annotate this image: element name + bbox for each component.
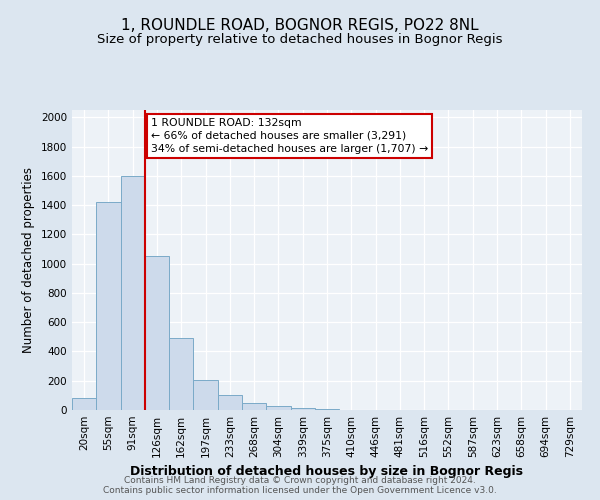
Text: Size of property relative to detached houses in Bognor Regis: Size of property relative to detached ho… <box>97 32 503 46</box>
Text: 1 ROUNDLE ROAD: 132sqm
← 66% of detached houses are smaller (3,291)
34% of semi-: 1 ROUNDLE ROAD: 132sqm ← 66% of detached… <box>151 118 428 154</box>
Text: 1, ROUNDLE ROAD, BOGNOR REGIS, PO22 8NL: 1, ROUNDLE ROAD, BOGNOR REGIS, PO22 8NL <box>121 18 479 32</box>
Bar <box>290 408 315 410</box>
Bar <box>121 176 145 410</box>
Bar <box>242 404 266 410</box>
Bar <box>72 398 96 410</box>
Bar <box>266 406 290 410</box>
Bar <box>193 380 218 410</box>
Text: Contains HM Land Registry data © Crown copyright and database right 2024.
Contai: Contains HM Land Registry data © Crown c… <box>103 476 497 495</box>
Bar <box>315 408 339 410</box>
Bar <box>96 202 121 410</box>
Bar <box>169 338 193 410</box>
Bar <box>145 256 169 410</box>
Bar <box>218 394 242 410</box>
X-axis label: Distribution of detached houses by size in Bognor Regis: Distribution of detached houses by size … <box>131 466 523 478</box>
Y-axis label: Number of detached properties: Number of detached properties <box>22 167 35 353</box>
